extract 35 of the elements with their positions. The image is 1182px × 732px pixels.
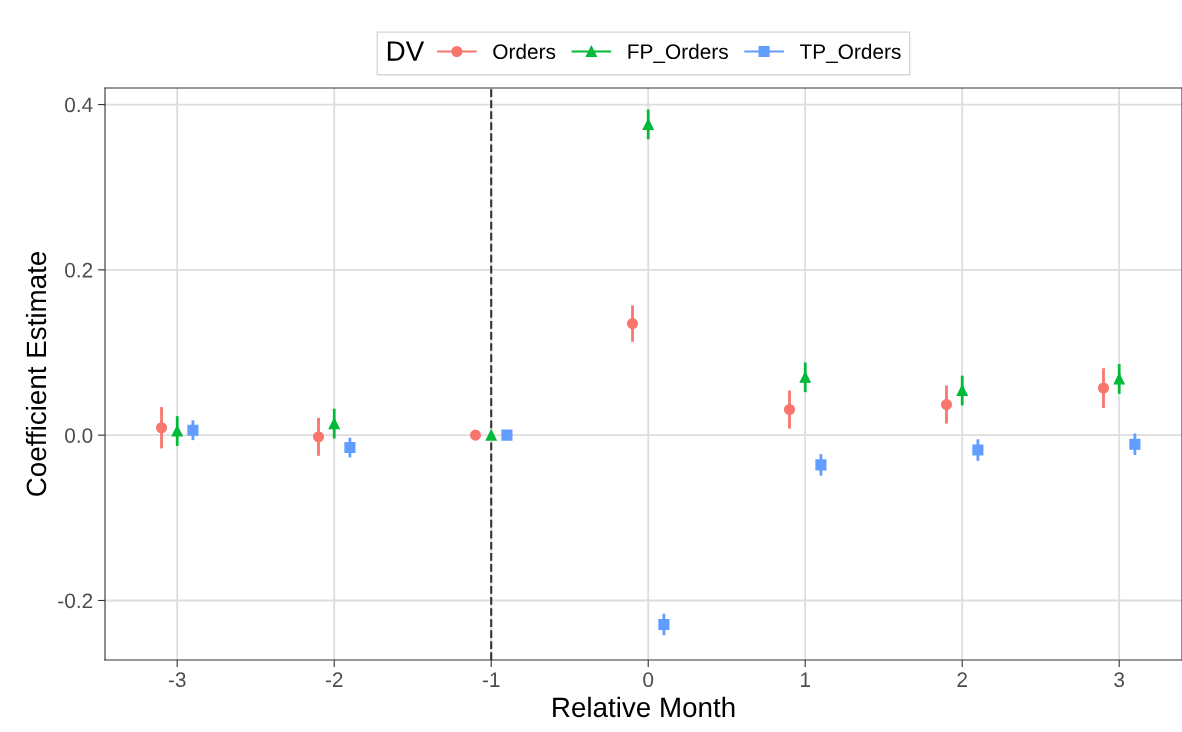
- point: [187, 424, 199, 436]
- point: [972, 444, 984, 456]
- x-tick-label: 3: [1114, 672, 1125, 688]
- point: [815, 459, 827, 471]
- y-tick-label: -0.2: [58, 593, 93, 609]
- point: [1129, 438, 1141, 450]
- point: [940, 399, 953, 411]
- point: [658, 618, 670, 631]
- point: [312, 431, 325, 443]
- point: [485, 429, 497, 441]
- x-tick-label: -1: [482, 672, 500, 687]
- x-axis-title: Relative Month: [553, 696, 735, 718]
- y-tick-label: 0.2: [65, 262, 93, 278]
- point: [469, 429, 482, 441]
- point: [171, 425, 183, 437]
- x-tick-label: -3: [168, 672, 186, 688]
- legend-label: FP_Orders: [628, 43, 728, 63]
- x-tick-label: 2: [957, 672, 967, 687]
- point: [1113, 373, 1125, 385]
- point: [155, 422, 168, 434]
- point: [783, 403, 796, 416]
- x-tick-label: -2: [325, 672, 343, 687]
- legend-label: TP_Orders: [799, 43, 901, 63]
- point: [626, 318, 639, 330]
- point: [1097, 382, 1110, 394]
- y-tick-label: 0.0: [65, 428, 93, 443]
- point: [344, 442, 356, 454]
- y-axis-title: Coefficient Estimate: [25, 251, 47, 496]
- legend-label: Orders: [493, 43, 556, 60]
- y-tick-label: 0.4: [65, 97, 93, 113]
- x-tick-label: 1: [801, 672, 810, 687]
- point: [501, 429, 513, 441]
- legend-title: DV: [387, 41, 425, 61]
- point: [328, 418, 340, 430]
- x-tick-label: 0: [643, 672, 654, 688]
